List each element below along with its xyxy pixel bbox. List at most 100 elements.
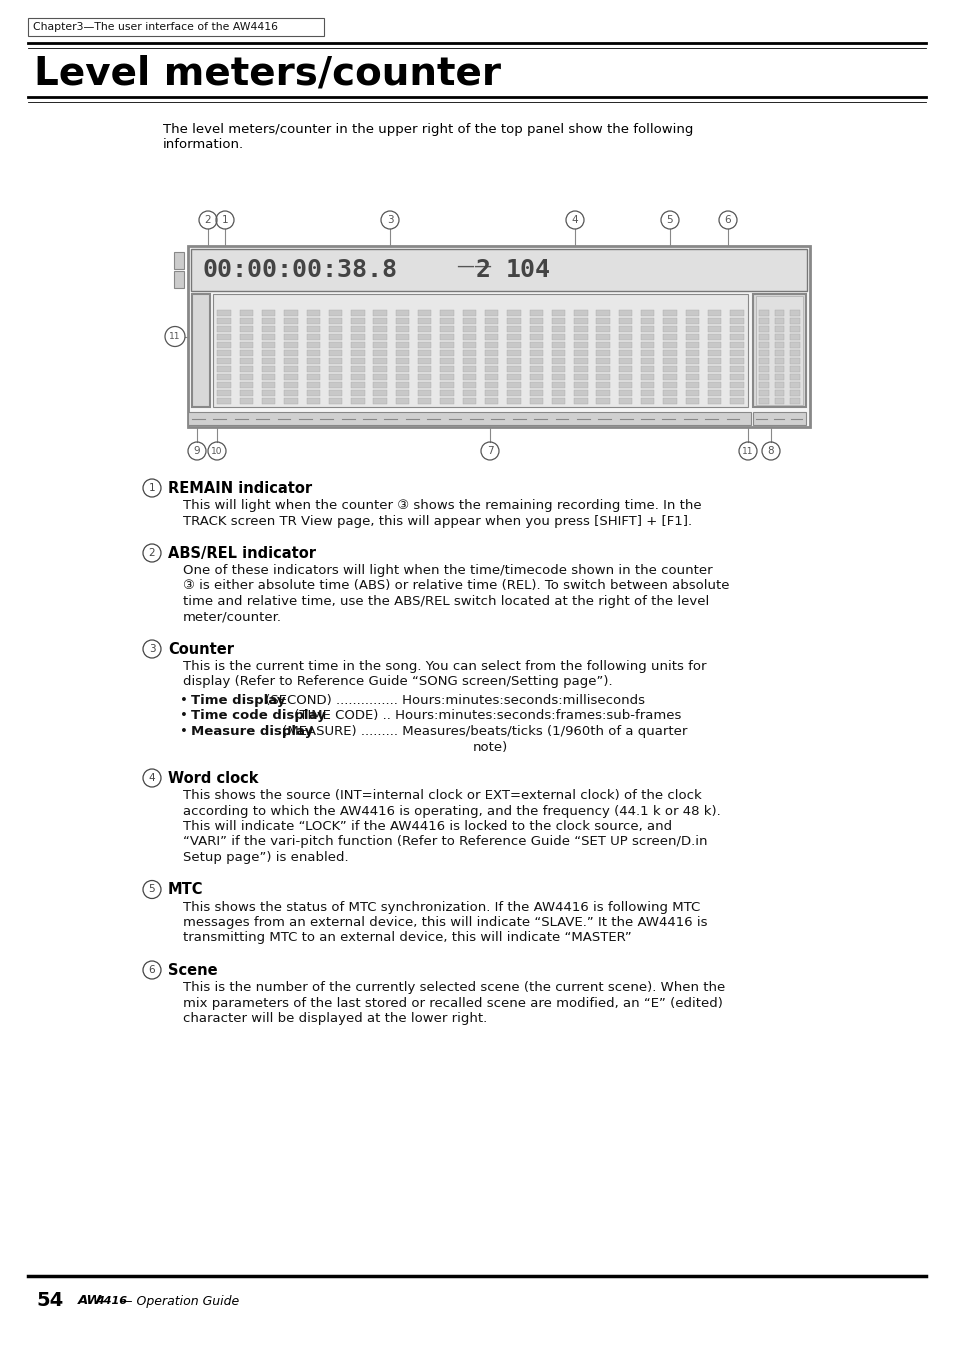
FancyBboxPatch shape [374, 342, 387, 349]
FancyBboxPatch shape [596, 399, 609, 404]
FancyBboxPatch shape [239, 326, 253, 332]
FancyBboxPatch shape [551, 358, 564, 363]
FancyBboxPatch shape [284, 342, 297, 349]
FancyBboxPatch shape [507, 366, 520, 372]
FancyBboxPatch shape [329, 382, 342, 388]
Text: •: • [180, 725, 188, 738]
FancyBboxPatch shape [462, 326, 476, 332]
FancyBboxPatch shape [574, 317, 587, 324]
FancyBboxPatch shape [707, 317, 720, 324]
FancyBboxPatch shape [351, 334, 364, 340]
FancyBboxPatch shape [662, 366, 676, 372]
FancyBboxPatch shape [217, 390, 231, 396]
FancyBboxPatch shape [417, 326, 431, 332]
FancyBboxPatch shape [306, 399, 319, 404]
FancyBboxPatch shape [462, 399, 476, 404]
Text: 2: 2 [476, 258, 491, 282]
FancyBboxPatch shape [462, 358, 476, 363]
Text: ABS/REL indicator: ABS/REL indicator [168, 546, 315, 561]
FancyBboxPatch shape [729, 382, 742, 388]
FancyBboxPatch shape [574, 399, 587, 404]
FancyBboxPatch shape [662, 350, 676, 357]
FancyBboxPatch shape [662, 309, 676, 316]
FancyBboxPatch shape [596, 358, 609, 363]
FancyBboxPatch shape [729, 366, 742, 372]
FancyBboxPatch shape [618, 342, 632, 349]
FancyBboxPatch shape [417, 358, 431, 363]
FancyBboxPatch shape [551, 366, 564, 372]
FancyBboxPatch shape [440, 334, 454, 340]
FancyBboxPatch shape [596, 374, 609, 380]
Text: This is the current time in the song. You can select from the following units fo: This is the current time in the song. Yo… [183, 661, 706, 673]
FancyBboxPatch shape [484, 366, 497, 372]
FancyBboxPatch shape [239, 399, 253, 404]
FancyBboxPatch shape [640, 358, 654, 363]
FancyBboxPatch shape [284, 334, 297, 340]
FancyBboxPatch shape [417, 317, 431, 324]
FancyBboxPatch shape [284, 390, 297, 396]
FancyBboxPatch shape [774, 309, 783, 316]
FancyBboxPatch shape [262, 366, 275, 372]
FancyBboxPatch shape [484, 382, 497, 388]
FancyBboxPatch shape [759, 326, 768, 332]
FancyBboxPatch shape [551, 390, 564, 396]
FancyBboxPatch shape [618, 317, 632, 324]
FancyBboxPatch shape [351, 350, 364, 357]
Text: meter/counter.: meter/counter. [183, 611, 282, 624]
FancyBboxPatch shape [329, 309, 342, 316]
FancyBboxPatch shape [707, 326, 720, 332]
FancyBboxPatch shape [662, 374, 676, 380]
FancyBboxPatch shape [640, 390, 654, 396]
FancyBboxPatch shape [188, 412, 750, 426]
FancyBboxPatch shape [507, 374, 520, 380]
Text: 00:00:00:38.8: 00:00:00:38.8 [203, 258, 397, 282]
FancyBboxPatch shape [507, 399, 520, 404]
FancyBboxPatch shape [395, 366, 409, 372]
FancyBboxPatch shape [551, 342, 564, 349]
FancyBboxPatch shape [774, 334, 783, 340]
FancyBboxPatch shape [440, 342, 454, 349]
FancyBboxPatch shape [239, 309, 253, 316]
FancyBboxPatch shape [329, 390, 342, 396]
FancyBboxPatch shape [417, 342, 431, 349]
FancyBboxPatch shape [755, 296, 802, 405]
FancyBboxPatch shape [507, 342, 520, 349]
FancyBboxPatch shape [462, 317, 476, 324]
FancyBboxPatch shape [417, 366, 431, 372]
Text: One of these indicators will light when the time/timecode shown in the counter: One of these indicators will light when … [183, 563, 712, 577]
Text: (TIME CODE) .. Hours:minutes:seconds:frames:sub-frames: (TIME CODE) .. Hours:minutes:seconds:fra… [290, 709, 680, 723]
FancyBboxPatch shape [759, 358, 768, 363]
FancyBboxPatch shape [774, 366, 783, 372]
Text: time and relative time, use the ABS/REL switch located at the right of the level: time and relative time, use the ABS/REL … [183, 594, 708, 608]
FancyBboxPatch shape [217, 342, 231, 349]
FancyBboxPatch shape [685, 374, 699, 380]
FancyBboxPatch shape [790, 317, 799, 324]
FancyBboxPatch shape [262, 350, 275, 357]
FancyBboxPatch shape [790, 342, 799, 349]
FancyBboxPatch shape [374, 326, 387, 332]
FancyBboxPatch shape [374, 358, 387, 363]
FancyBboxPatch shape [239, 342, 253, 349]
Text: 54: 54 [36, 1292, 63, 1310]
FancyBboxPatch shape [790, 382, 799, 388]
FancyBboxPatch shape [262, 334, 275, 340]
Text: This is the number of the currently selected scene (the current scene). When the: This is the number of the currently sele… [183, 981, 724, 994]
FancyBboxPatch shape [662, 334, 676, 340]
FancyBboxPatch shape [440, 390, 454, 396]
FancyBboxPatch shape [640, 342, 654, 349]
Text: 9: 9 [193, 446, 200, 457]
FancyBboxPatch shape [640, 309, 654, 316]
FancyBboxPatch shape [284, 358, 297, 363]
Text: 1: 1 [149, 484, 155, 493]
FancyBboxPatch shape [351, 342, 364, 349]
FancyBboxPatch shape [213, 295, 747, 407]
FancyBboxPatch shape [284, 326, 297, 332]
FancyBboxPatch shape [752, 295, 805, 407]
FancyBboxPatch shape [574, 350, 587, 357]
FancyBboxPatch shape [662, 390, 676, 396]
FancyBboxPatch shape [484, 374, 497, 380]
FancyBboxPatch shape [351, 317, 364, 324]
FancyBboxPatch shape [574, 390, 587, 396]
Text: Word clock: Word clock [168, 771, 258, 786]
FancyBboxPatch shape [551, 350, 564, 357]
